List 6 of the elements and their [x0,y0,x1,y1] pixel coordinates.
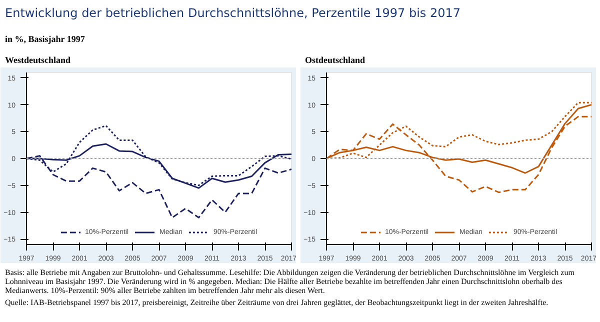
text: Entwicklung der betrieblichen Durchschnittslöhne, Perzentile 1997 bis 2017 [5,5,461,22]
source-note: Quelle: IAB-Betriebspanel 1997 bis 2017, preisbereinigt, Zeitreihe über Zeiträume von drei Jahren geglättet, der Beobachtungszeitpunkt liegt in der zweiten Jahreshälfte. [5,298,550,307]
text: Basis: alle Betriebe mit Angaben zur Bruttolohn- und Gehaltssumme. Lesehilfe: Die Abbildungen zeigen die Veränderung der betrieblichen Durchschnittslöhne im Vergleich zum Lohnniveau im Basisjahr 1997. Die Veränderung wird in % angegeben. Median: Die Hälfte aller Betriebe bezahlte im betreffenden Jahr einen Durchschnittslohn oberhalb des Medianwerts. 10%-Perzentil: 90% aller Betriebe zahlten im betreffenden Jahr mehr als diesen Wert. [5,268,576,296]
chart-title: Ostdeutschland [305,54,366,67]
chart-subtitle: in %, Basisjahr 1997 [5,33,85,46]
chart-title: Westdeutschland [5,54,71,67]
